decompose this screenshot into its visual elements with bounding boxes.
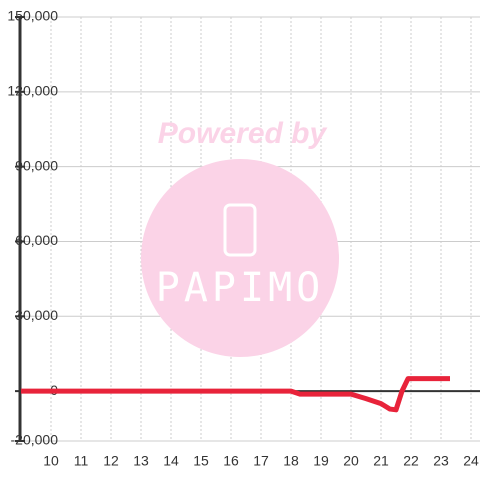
y-tick-label: 60,000	[15, 232, 58, 248]
x-tick-label: 12	[103, 453, 119, 469]
x-tick-label: 22	[403, 453, 419, 469]
watermark-icon	[223, 203, 257, 257]
x-tick-label: 14	[163, 453, 179, 469]
y-tick-label: 150,000	[7, 8, 58, 24]
x-tick-label: 15	[193, 453, 209, 469]
x-tick-label: 21	[373, 453, 389, 469]
y-tick-label: -20,000	[11, 432, 59, 448]
y-tick-label: 120,000	[7, 83, 58, 99]
y-tick-label: 90,000	[15, 157, 58, 173]
line	[21, 376, 450, 413]
x-tick-label: 18	[283, 453, 299, 469]
x-tick-label: 20	[343, 453, 359, 469]
watermark-text: Powered by	[158, 117, 328, 150]
x-tick-label: 13	[133, 453, 149, 469]
watermark: Powered by PAPIMO	[141, 117, 339, 357]
x-tick-label: 11	[74, 453, 89, 469]
watermark-circle	[141, 159, 339, 357]
x-tick-label: 17	[253, 453, 269, 469]
y-tick-label: 30,000	[15, 307, 58, 323]
watermark-logo: PAPIMO	[156, 265, 325, 311]
x-tick-label: 24	[463, 453, 479, 469]
x-tick-label: 23	[433, 453, 449, 469]
x-tick-label: 19	[313, 453, 329, 469]
x-tick-label: 16	[223, 453, 239, 469]
x-tick-label: 10	[43, 453, 59, 469]
